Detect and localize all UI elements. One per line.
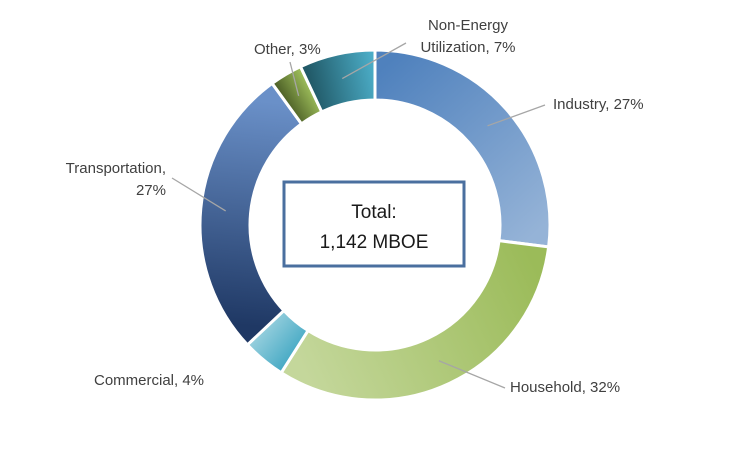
leader-line-household <box>438 360 506 389</box>
leader-line-non-energy-utilization <box>341 42 407 80</box>
leader-line-industry <box>487 104 546 127</box>
label-transportation: Transportation, 27% <box>66 160 166 199</box>
label-other: Other, 3% <box>254 41 321 58</box>
center-total-label: Total: <box>351 202 396 223</box>
leader-line-transportation <box>171 177 227 212</box>
center-total-value: 1,142 MBOE <box>320 232 429 253</box>
leader-line-other <box>289 61 300 97</box>
center-box-frame <box>282 180 466 268</box>
label-industry: Industry, 27% <box>553 96 644 113</box>
label-household: Household, 32% <box>510 379 620 396</box>
slice-labels: Industry, 27% Household, 32% Commercial, 4… <box>66 17 644 396</box>
leader-lines <box>171 42 546 389</box>
label-non-energy-utilization: Non-Energy Utilization, 7% <box>420 17 515 56</box>
slice-household <box>279 238 551 402</box>
slices-layer <box>198 48 552 402</box>
center-box: Total: 1,142 MBOE <box>282 180 466 268</box>
label-commercial: Commercial, 4% <box>94 372 204 389</box>
slice-non-energy-utilization <box>298 48 377 114</box>
